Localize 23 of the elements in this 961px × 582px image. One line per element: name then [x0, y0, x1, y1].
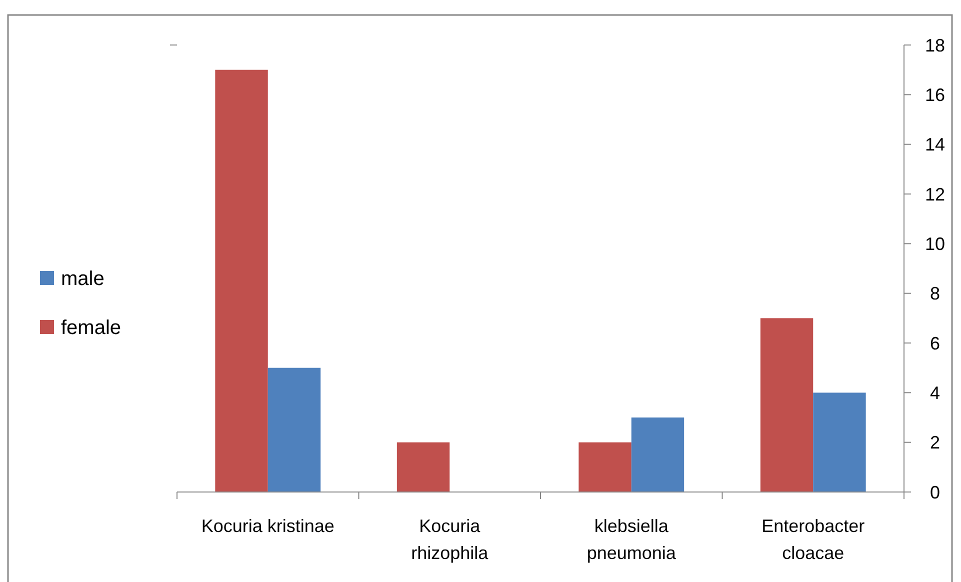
x-tick-label: Enterobacter cloacae [762, 516, 865, 563]
y-tick-label: 16 [924, 84, 946, 105]
legend-label: male [61, 268, 104, 290]
x-tick-label: klebsiella pneumonia [586, 516, 677, 563]
bar [268, 368, 321, 492]
bar [813, 392, 866, 492]
y-tick-label: 18 [924, 35, 946, 56]
bar [396, 442, 450, 492]
y-tick-label: 6 [930, 333, 940, 354]
bar [578, 442, 632, 492]
y-tick-label: 2 [930, 432, 940, 453]
y-tick-label: 10 [924, 234, 946, 254]
x-tick-label: Kocuria rhizophila [411, 516, 490, 563]
x-tick-label: Kocuria kristinae [201, 516, 334, 536]
bar [760, 318, 814, 492]
y-tick-label: 0 [930, 482, 940, 502]
bar [215, 70, 268, 492]
y-tick-label: 4 [930, 382, 940, 403]
y-tick-label: 14 [924, 134, 946, 155]
y-tick-label: 12 [924, 184, 946, 204]
bar [631, 418, 684, 492]
y-tick-label: 8 [930, 284, 940, 304]
legend-label: female [61, 317, 122, 339]
